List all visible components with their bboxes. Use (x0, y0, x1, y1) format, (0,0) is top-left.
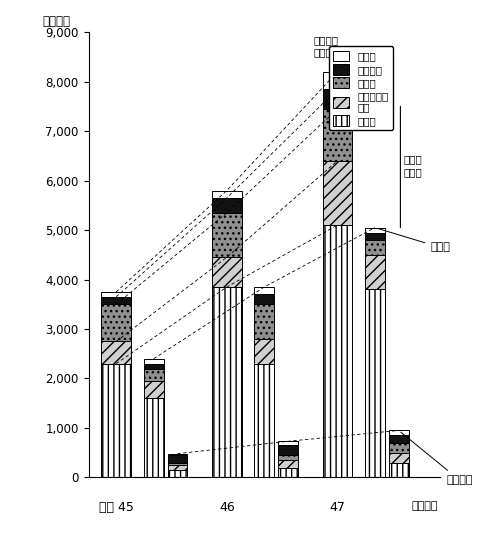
Bar (254, 304, 274, 339)
Bar (167, 454, 187, 455)
Text: 46: 46 (219, 501, 235, 514)
Bar (212, 213, 242, 257)
Bar (102, 304, 131, 342)
Bar (167, 465, 187, 470)
Bar (212, 257, 242, 287)
Text: 昭和 45: 昭和 45 (99, 501, 134, 514)
Legend: その他, 経常経費, その他, 廃棄物処理
施設, 下水道: その他, 経常経費, その他, 廃棄物処理 施設, 下水道 (329, 46, 393, 130)
Bar (144, 398, 163, 477)
Bar (144, 364, 163, 368)
Text: 47: 47 (329, 501, 346, 514)
Bar (212, 198, 242, 213)
Bar (365, 255, 385, 289)
Bar (365, 228, 385, 233)
Bar (144, 359, 163, 364)
Bar (144, 368, 163, 381)
Bar (278, 460, 298, 468)
Bar (167, 470, 187, 477)
Bar (102, 297, 131, 304)
Bar (389, 463, 408, 477)
Bar (365, 289, 385, 477)
Bar (365, 240, 385, 255)
Bar (323, 161, 352, 225)
Bar (389, 443, 408, 453)
Text: 都道府県: 都道府県 (401, 432, 472, 485)
Bar (254, 339, 274, 364)
Bar (102, 364, 131, 477)
Bar (389, 436, 408, 443)
Text: （年度）: （年度） (411, 501, 438, 511)
Bar (389, 431, 408, 436)
Bar (254, 364, 274, 477)
Bar (365, 233, 385, 240)
Text: 地方公共
団体全体: 地方公共 団体全体 (313, 35, 338, 69)
Bar (144, 381, 163, 398)
Bar (212, 190, 242, 198)
Text: 建　設
事業費: 建 設 事業費 (403, 154, 422, 178)
Bar (167, 463, 187, 465)
Bar (323, 225, 352, 477)
Bar (102, 342, 131, 364)
Bar (102, 292, 131, 297)
Bar (254, 294, 274, 304)
Bar (323, 109, 352, 161)
Bar (323, 89, 352, 109)
Bar (167, 455, 187, 463)
Bar (278, 468, 298, 477)
Bar (278, 441, 298, 446)
Bar (278, 455, 298, 460)
Bar (389, 453, 408, 463)
Bar (254, 287, 274, 294)
Bar (212, 287, 242, 477)
Text: （億円）: （億円） (43, 15, 71, 28)
Bar (278, 446, 298, 455)
Bar (323, 72, 352, 89)
Text: 市町村: 市町村 (378, 228, 450, 252)
